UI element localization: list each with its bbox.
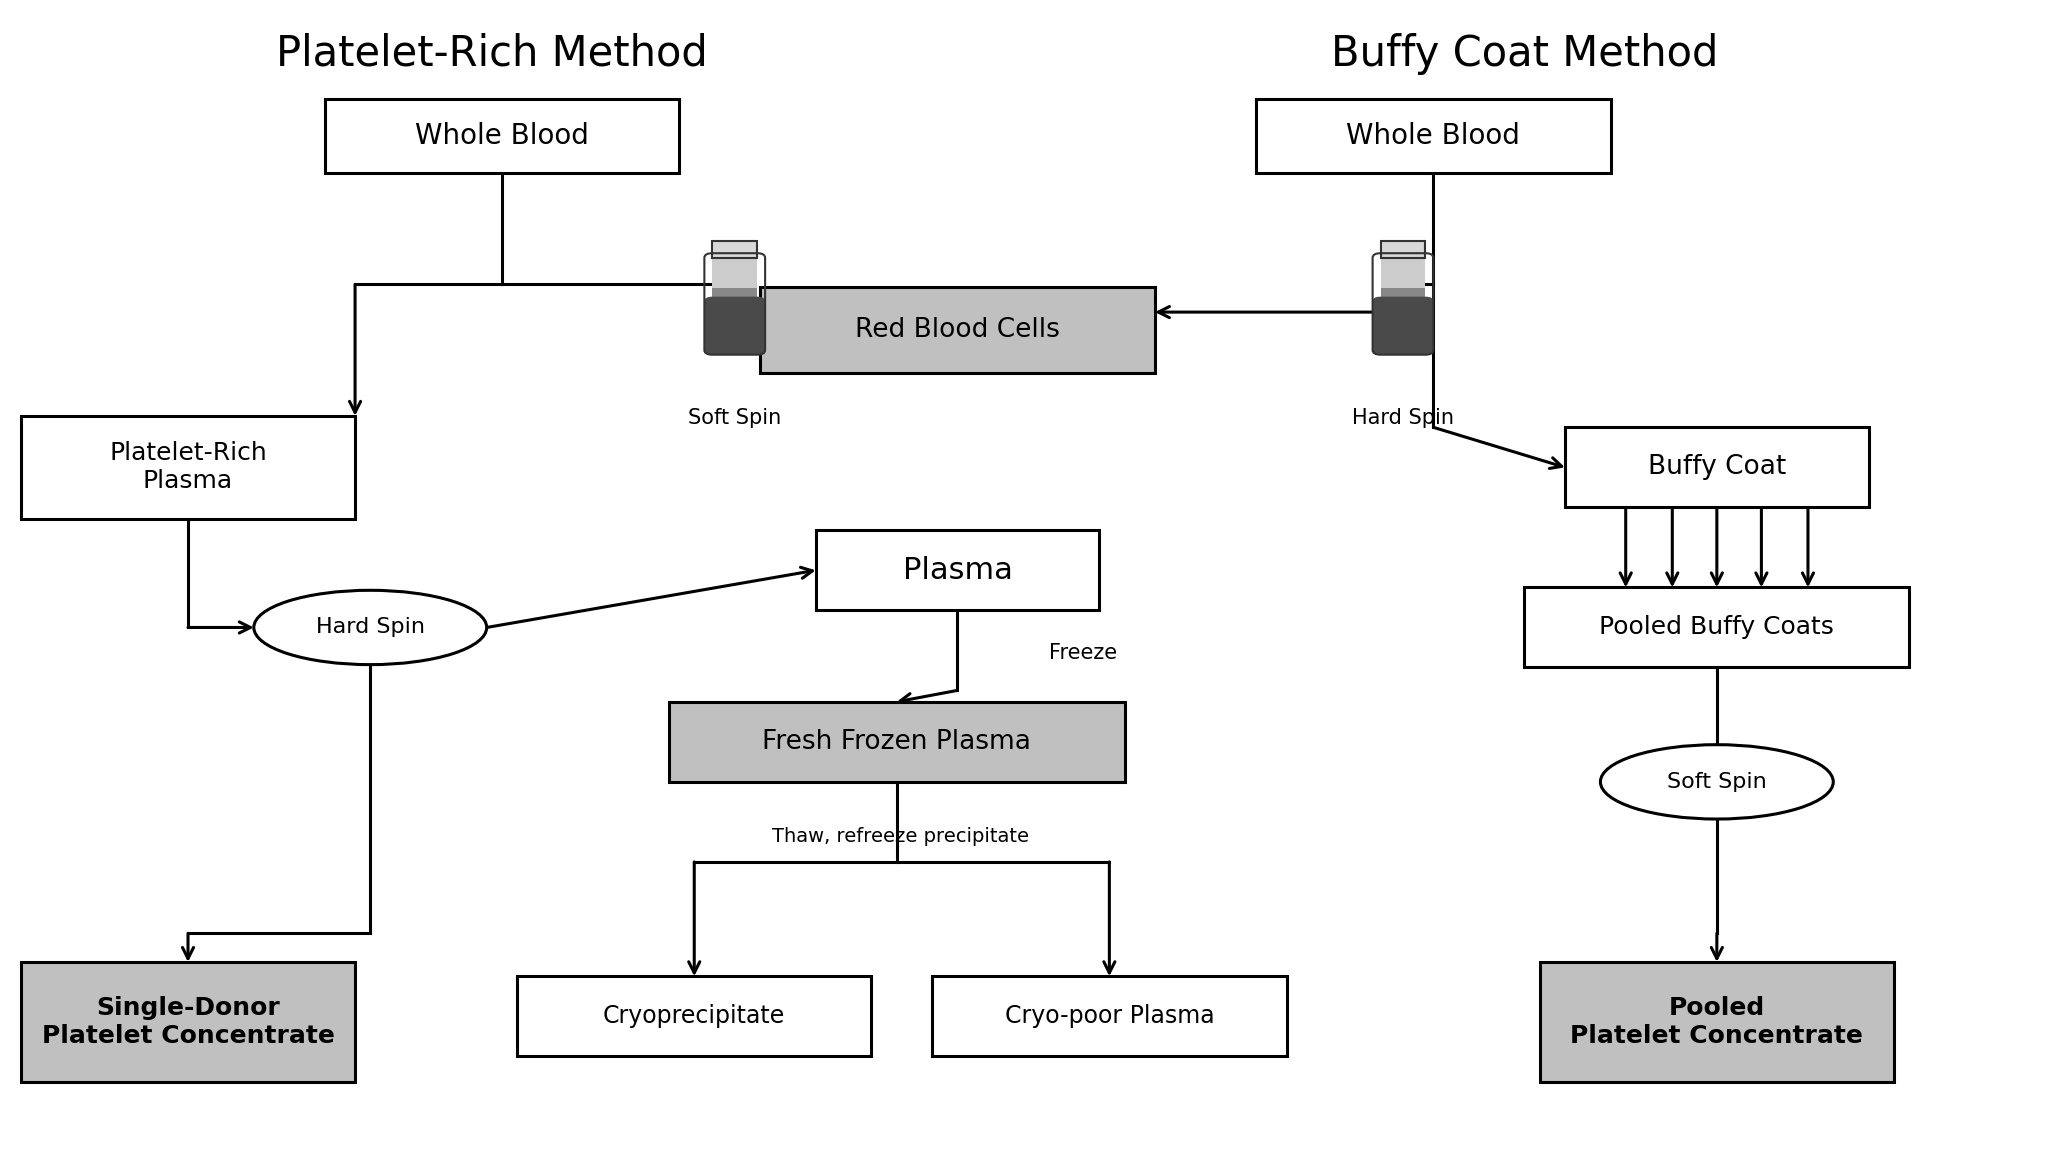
FancyBboxPatch shape: [703, 297, 765, 355]
Text: Plasma: Plasma: [902, 555, 1012, 585]
Ellipse shape: [254, 590, 487, 665]
Ellipse shape: [1601, 744, 1832, 819]
Text: Whole Blood: Whole Blood: [1346, 122, 1519, 150]
FancyBboxPatch shape: [761, 287, 1155, 373]
FancyBboxPatch shape: [712, 242, 757, 258]
FancyBboxPatch shape: [1540, 962, 1894, 1082]
FancyBboxPatch shape: [816, 530, 1100, 611]
Text: Freeze: Freeze: [1049, 643, 1117, 662]
Text: Soft Spin: Soft Spin: [687, 408, 781, 429]
FancyBboxPatch shape: [712, 258, 757, 288]
FancyBboxPatch shape: [1564, 427, 1869, 507]
FancyBboxPatch shape: [325, 99, 679, 173]
Text: Buffy Coat: Buffy Coat: [1648, 454, 1785, 480]
Text: Fresh Frozen Plasma: Fresh Frozen Plasma: [763, 729, 1031, 755]
Text: Hard Spin: Hard Spin: [315, 617, 425, 637]
FancyBboxPatch shape: [1380, 288, 1425, 301]
Text: Buffy Coat Method: Buffy Coat Method: [1331, 32, 1718, 75]
Text: Thaw, refreeze precipitate: Thaw, refreeze precipitate: [773, 827, 1029, 847]
Text: Platelet-Rich Method: Platelet-Rich Method: [276, 32, 708, 75]
FancyBboxPatch shape: [669, 702, 1125, 782]
Text: Pooled
Platelet Concentrate: Pooled Platelet Concentrate: [1571, 996, 1863, 1048]
FancyBboxPatch shape: [712, 288, 757, 301]
Text: Cryoprecipitate: Cryoprecipitate: [603, 1005, 785, 1029]
FancyBboxPatch shape: [20, 416, 356, 518]
FancyBboxPatch shape: [933, 976, 1286, 1056]
Text: Platelet-Rich
Plasma: Platelet-Rich Plasma: [108, 441, 268, 493]
Text: Cryo-poor Plasma: Cryo-poor Plasma: [1004, 1005, 1215, 1029]
FancyBboxPatch shape: [1380, 258, 1425, 288]
Text: Pooled Buffy Coats: Pooled Buffy Coats: [1599, 615, 1834, 639]
FancyBboxPatch shape: [1372, 297, 1434, 355]
FancyBboxPatch shape: [1380, 242, 1425, 258]
FancyBboxPatch shape: [517, 976, 871, 1056]
FancyBboxPatch shape: [20, 962, 356, 1082]
Text: Whole Blood: Whole Blood: [415, 122, 589, 150]
Text: Soft Spin: Soft Spin: [1667, 772, 1767, 791]
Text: Hard Spin: Hard Spin: [1352, 408, 1454, 429]
Text: Single-Donor
Platelet Concentrate: Single-Donor Platelet Concentrate: [41, 996, 335, 1048]
Text: Red Blood Cells: Red Blood Cells: [855, 317, 1059, 343]
FancyBboxPatch shape: [1524, 588, 1910, 667]
FancyBboxPatch shape: [1256, 99, 1611, 173]
